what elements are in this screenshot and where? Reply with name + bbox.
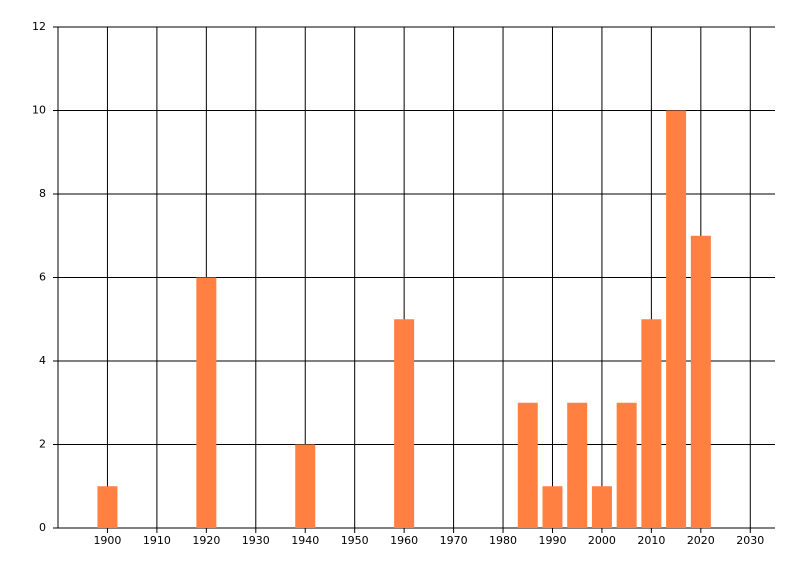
bar <box>97 486 118 528</box>
x-tick-label: 1900 <box>93 534 121 547</box>
x-tick-label: 1970 <box>440 534 468 547</box>
y-tick-label: 0 <box>39 521 46 534</box>
x-tick-label: 1910 <box>143 534 171 547</box>
x-tick-label: 2010 <box>637 534 665 547</box>
bar <box>641 319 662 528</box>
bar <box>196 277 217 528</box>
y-tick-label: 6 <box>39 271 46 284</box>
y-tick-label: 2 <box>39 438 46 451</box>
bar <box>394 319 415 528</box>
y-tick-label: 12 <box>32 20 46 33</box>
x-tick-label: 1990 <box>538 534 566 547</box>
x-tick-label: 2000 <box>588 534 616 547</box>
bar <box>666 110 687 528</box>
x-tick-label: 1950 <box>341 534 369 547</box>
x-tick-label: 1920 <box>192 534 220 547</box>
bar <box>567 402 588 528</box>
x-tick-label: 1980 <box>489 534 517 547</box>
x-tick-label: 2030 <box>736 534 764 547</box>
bar <box>690 235 711 528</box>
bar <box>591 486 612 528</box>
bar <box>542 486 563 528</box>
y-tick-label: 8 <box>39 187 46 200</box>
bar <box>517 402 538 528</box>
bar <box>616 402 637 528</box>
x-tick-label: 2020 <box>687 534 715 547</box>
y-tick-label: 4 <box>39 354 46 367</box>
y-tick-label: 10 <box>32 104 46 117</box>
x-tick-label: 1960 <box>390 534 418 547</box>
bar <box>295 444 316 528</box>
x-tick-label: 1930 <box>242 534 270 547</box>
x-tick-label: 1940 <box>291 534 319 547</box>
